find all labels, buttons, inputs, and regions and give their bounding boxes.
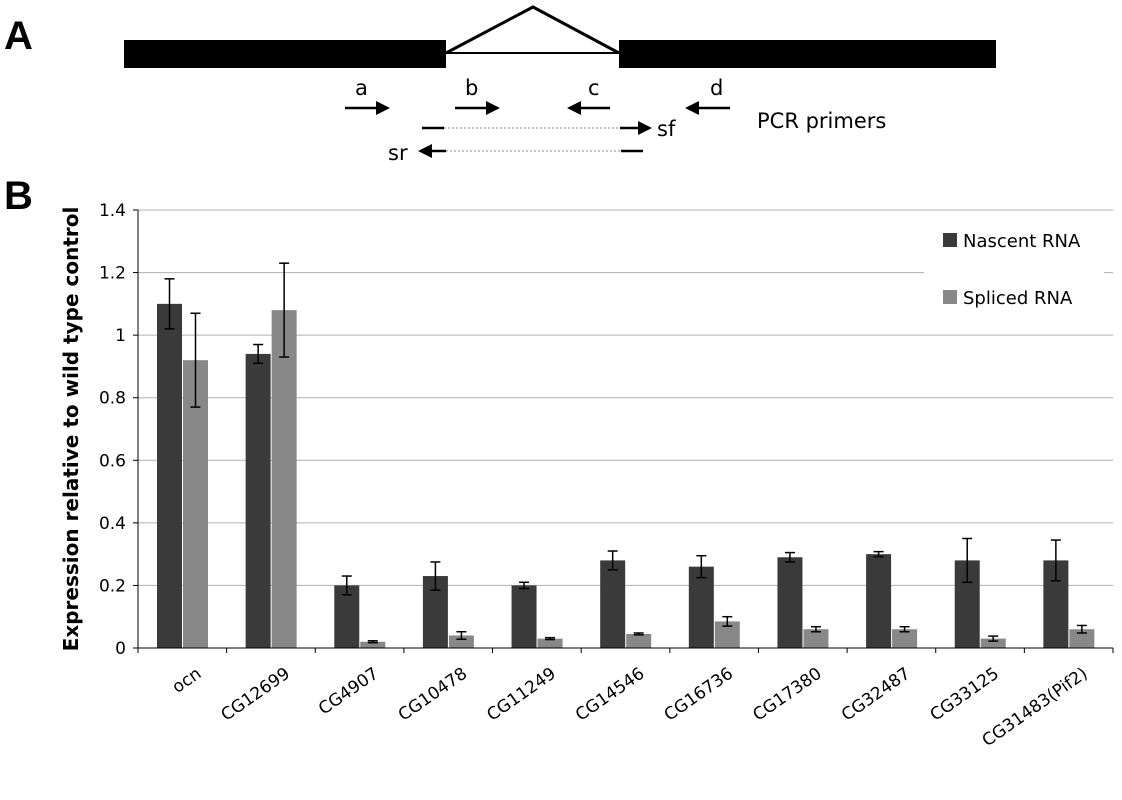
y-tick-label: 0.6 bbox=[99, 451, 126, 471]
y-tick-label: 0 bbox=[115, 639, 126, 659]
bar-nascent-cg12699 bbox=[245, 353, 271, 648]
primer-sr-arrowhead bbox=[418, 144, 432, 158]
legend: Nascent RNA Spliced RNA bbox=[943, 231, 1081, 309]
x-tick-label: CG16736 bbox=[661, 664, 737, 726]
primer-c-arrowhead bbox=[567, 101, 581, 115]
bar-spliced-cg32487 bbox=[892, 629, 918, 648]
x-tick-label: CG4907 bbox=[315, 664, 382, 720]
x-tick-label: CG17380 bbox=[749, 664, 825, 726]
pcr-primers: a b c d sf sr PCR primers bbox=[345, 76, 886, 165]
legend-swatch-spliced bbox=[943, 290, 957, 304]
y-tick-label: 1.4 bbox=[99, 201, 126, 221]
x-tick-label: CG11249 bbox=[483, 664, 559, 726]
primer-d-label: d bbox=[710, 76, 723, 100]
bar-spliced-ocn bbox=[183, 360, 208, 648]
primer-d-arrowhead bbox=[685, 101, 699, 115]
error-bars bbox=[164, 262, 1087, 644]
bar-nascent-cg17380 bbox=[777, 557, 803, 648]
bar-chart: 00.20.40.60.811.21.4 ocn CG12699 CG4907 CG1… bbox=[59, 201, 1114, 751]
bar-nascent-cg4907 bbox=[334, 585, 360, 648]
legend-label-spliced: Spliced RNA bbox=[963, 288, 1073, 309]
x-axis-ticks: ocn CG12699 CG4907 CG10478 CG11249 CG14546 CG1… bbox=[137, 648, 1114, 751]
x-tick-label: CG32487 bbox=[838, 664, 914, 726]
primer-sf-arrowhead bbox=[638, 121, 652, 135]
x-tick-label: CG12699 bbox=[218, 664, 294, 726]
bar-spliced-cg14546 bbox=[626, 633, 652, 648]
x-tick-label: ocn bbox=[169, 664, 205, 698]
bar-nascent-cg16736 bbox=[688, 566, 714, 648]
panel-b-letter: B bbox=[4, 174, 33, 218]
y-tick-label: 0.2 bbox=[99, 576, 126, 596]
primer-sf-label: sf bbox=[657, 117, 676, 141]
primer-c-label: c bbox=[588, 76, 600, 100]
x-tick-label: CG33125 bbox=[927, 664, 1003, 726]
primer-a-label: a bbox=[355, 76, 368, 100]
bar-spliced-cg33125 bbox=[980, 638, 1006, 648]
y-tick-label: 0.4 bbox=[99, 514, 126, 534]
exon-1 bbox=[124, 40, 446, 68]
bar-spliced-cg4907 bbox=[360, 641, 386, 648]
primer-a-arrowhead bbox=[376, 101, 390, 115]
bar-nascent-cg32487 bbox=[866, 554, 892, 648]
bar-spliced-cg11249 bbox=[537, 638, 563, 648]
intron-splice-line bbox=[445, 5, 620, 55]
bar-spliced-cg17380 bbox=[803, 629, 829, 648]
bar-spliced-cg10478 bbox=[448, 635, 474, 648]
gene-schematic bbox=[124, 5, 996, 68]
panel-a-letter: A bbox=[4, 14, 33, 58]
y-axis-ticks: 0 0.2 0.4 0.6 0.8 1 1.2 1.4 bbox=[99, 201, 138, 659]
y-tick-label: 1.2 bbox=[99, 264, 126, 284]
y-tick-label: 0.8 bbox=[99, 389, 126, 409]
primer-sr-label: sr bbox=[388, 141, 408, 165]
primer-b-label: b bbox=[465, 76, 478, 100]
legend-swatch-nascent bbox=[943, 233, 957, 247]
legend-label-nascent: Nascent RNA bbox=[963, 231, 1081, 252]
x-tick-label: CG14546 bbox=[572, 664, 648, 726]
y-axis-label: Expression relative to wild type control bbox=[59, 207, 83, 652]
bars bbox=[157, 303, 1095, 648]
pcr-primers-caption: PCR primers bbox=[757, 109, 886, 133]
bar-nascent-cg11249 bbox=[511, 585, 537, 648]
bar-spliced-cg12699 bbox=[271, 310, 297, 648]
bar-spliced-cg31483(pif2) bbox=[1069, 629, 1095, 648]
x-tick-label: CG10478 bbox=[395, 664, 471, 726]
primer-b-arrowhead bbox=[486, 101, 500, 115]
y-tick-label: 1 bbox=[115, 326, 126, 346]
bar-nascent-ocn bbox=[157, 303, 182, 648]
exon-2 bbox=[619, 40, 996, 68]
bar-nascent-cg14546 bbox=[600, 560, 626, 648]
